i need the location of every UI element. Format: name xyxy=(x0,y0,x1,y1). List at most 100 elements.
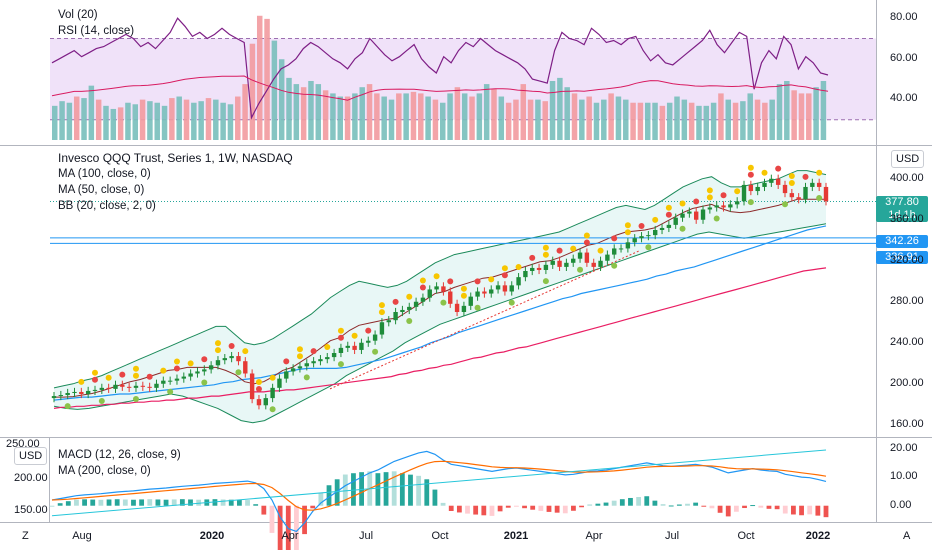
candle-body xyxy=(188,373,193,377)
vol-legend[interactable]: Vol (20) xyxy=(58,9,98,21)
macd-histogram-bar xyxy=(489,505,495,516)
candle-body xyxy=(598,260,603,267)
candle-body xyxy=(126,386,132,388)
ma100-legend[interactable]: MA (100, close, 0) xyxy=(58,168,151,180)
volume-bar xyxy=(337,96,343,140)
signal-dot-above xyxy=(460,292,467,299)
volume-bar xyxy=(725,99,731,140)
signal-dot-above xyxy=(132,365,139,372)
signal-dot-above xyxy=(296,353,303,360)
macd-histogram-bar xyxy=(106,499,112,506)
macd-histogram-bar xyxy=(522,505,527,509)
candle-body xyxy=(92,389,98,391)
rsi-axis-tick: 40.00 xyxy=(890,92,918,105)
candle-body xyxy=(325,357,330,360)
symbol-title[interactable]: Invesco QQQ Trust, Series 1, 1W, NASDAQ xyxy=(58,151,293,165)
candle-body xyxy=(318,359,323,362)
macd-histogram-bar xyxy=(750,505,756,507)
macd-histogram-bar xyxy=(155,499,161,506)
rsi-legend[interactable]: RSI (14, close) xyxy=(58,25,135,37)
candle-body xyxy=(167,380,173,382)
candle-body xyxy=(461,305,467,312)
signal-dot-above xyxy=(706,194,713,201)
left-axis-tick: 200.00 xyxy=(14,472,48,484)
macd-axis-tick: 10.00 xyxy=(890,470,918,483)
pane2-legend: Invesco QQQ Trust, Series 1, 1W, NASDAQ … xyxy=(58,150,293,214)
volume-bar xyxy=(432,99,439,140)
price-axis-tick: 240.00 xyxy=(890,335,924,348)
signal-dot-above xyxy=(132,372,139,379)
price-axis-tick: 400.00 xyxy=(890,171,924,184)
macd-histogram-bar xyxy=(424,479,430,506)
candle-body xyxy=(208,365,214,370)
candle-body xyxy=(509,285,514,292)
candle-body xyxy=(543,264,549,270)
bb-legend[interactable]: BB (20, close, 2, 0) xyxy=(58,200,156,212)
auto-scale-corner[interactable]: A xyxy=(903,530,911,542)
volume-bar xyxy=(527,99,534,140)
macd-histogram-bar xyxy=(391,471,397,506)
ma200-legend[interactable]: MA (200, close, 0) xyxy=(58,465,151,477)
volume-bar xyxy=(710,102,717,140)
macd-histogram-bar xyxy=(815,505,821,516)
volume-bar xyxy=(461,93,468,140)
signal-dot-above xyxy=(501,265,508,272)
volume-bar xyxy=(564,87,570,140)
ma50-legend[interactable]: MA (50, close, 0) xyxy=(58,184,145,196)
candle-body xyxy=(454,303,460,312)
pane3-legend: MACD (12, 26, close, 9) MA (200, close, … xyxy=(58,447,181,479)
macd-legend[interactable]: MACD (12, 26, close, 9) xyxy=(58,449,181,461)
macd-histogram-bar xyxy=(147,499,153,506)
macd-histogram-bar xyxy=(579,505,584,508)
macd-histogram-bar xyxy=(57,503,63,506)
volume-bar xyxy=(806,93,812,140)
macd-histogram-bar xyxy=(342,474,348,506)
macd-histogram-bar xyxy=(619,499,625,506)
candle-body xyxy=(174,378,180,381)
left-currency-button[interactable]: USD xyxy=(14,447,48,465)
volume-bar xyxy=(732,102,739,140)
signal-dot-above xyxy=(665,204,672,211)
candle-body xyxy=(270,387,275,399)
macd-histogram-bar xyxy=(701,505,707,507)
zoom-corner-left[interactable]: Z xyxy=(22,530,29,542)
candle-body xyxy=(195,371,200,374)
price-axis-tick: 200.00 xyxy=(890,376,924,389)
signal-dot-below xyxy=(816,195,823,202)
candle-body xyxy=(816,182,822,187)
volume-bar xyxy=(286,77,292,140)
macd-histogram-bar xyxy=(408,474,413,506)
signal-dot-above xyxy=(187,360,194,367)
candle-body xyxy=(639,236,644,239)
candle-body xyxy=(550,260,555,265)
currency-button[interactable]: USD xyxy=(891,150,925,168)
macd-histogram-bar xyxy=(611,500,617,506)
volume-bar xyxy=(264,18,270,140)
volume-bar xyxy=(447,93,453,140)
signal-dot-above xyxy=(556,247,563,254)
time-axis-tick: Oct xyxy=(737,530,755,542)
macd-histogram-bar xyxy=(554,505,560,513)
macd-histogram-bar xyxy=(74,499,79,506)
macd-histogram-bar xyxy=(188,499,193,506)
volume-bar xyxy=(659,105,666,140)
candle-body xyxy=(721,205,726,208)
signal-dot-below xyxy=(64,403,71,410)
signal-dot-below xyxy=(337,361,344,368)
signal-dot-below xyxy=(782,201,789,208)
volume-bar xyxy=(557,77,563,140)
macd-histogram-bar xyxy=(766,505,772,509)
signal-dot-above xyxy=(337,334,344,341)
signal-dot-below xyxy=(303,374,310,381)
macd-histogram-bar xyxy=(245,500,250,506)
volume-bar xyxy=(696,105,702,140)
volume-bar xyxy=(388,99,395,140)
candle-body xyxy=(311,361,316,364)
candle-body xyxy=(427,289,432,298)
macd-histogram-bar xyxy=(228,499,234,506)
candle-body xyxy=(229,356,234,359)
macd-histogram-bar xyxy=(236,499,242,506)
candle-body xyxy=(577,252,583,259)
macd-axis-tick: 20.00 xyxy=(890,441,918,454)
